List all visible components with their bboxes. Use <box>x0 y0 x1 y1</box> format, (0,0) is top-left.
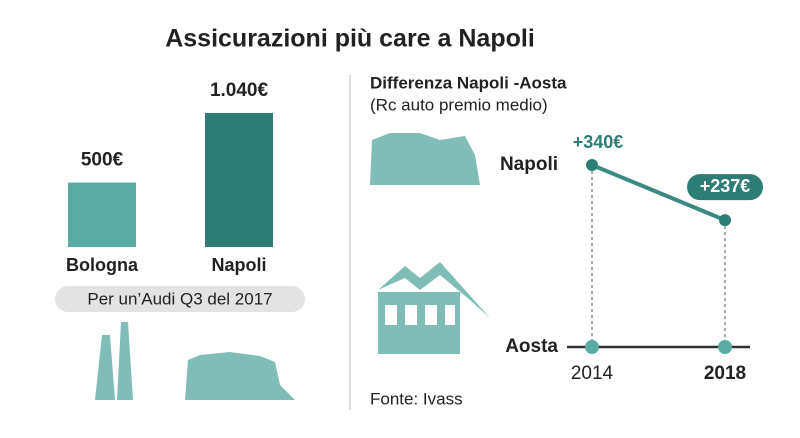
icons <box>95 133 490 400</box>
value-label: +237€ <box>700 176 751 196</box>
line-title: Differenza Napoli -Aosta <box>370 73 567 92</box>
point <box>718 340 732 354</box>
icon-arches <box>385 305 455 325</box>
point <box>585 340 599 354</box>
main-title: Assicurazioni più care a Napoli <box>165 25 535 53</box>
series-label: Napoli <box>500 154 558 175</box>
x-tick-label: 2018 <box>704 363 746 384</box>
annotation-pill <box>55 286 305 312</box>
value-label: 1.040€ <box>210 80 269 101</box>
point <box>586 159 598 171</box>
bar <box>205 113 273 247</box>
line-subtitle: (Rc auto premio medio) <box>370 95 548 114</box>
series-label: Aosta <box>505 336 558 357</box>
point <box>719 214 731 227</box>
category-label: Napoli <box>211 255 266 275</box>
label-pill <box>687 174 763 201</box>
category-label: Bologna <box>66 255 139 275</box>
value-label: +340€ <box>573 132 624 152</box>
x-tick-label: 2014 <box>571 363 614 384</box>
annotation: Per un’Audi Q3 del 2017 <box>87 289 272 308</box>
source: Fonte: Ivass <box>370 389 463 408</box>
series-line <box>591 163 726 222</box>
value-label: 500€ <box>81 150 124 171</box>
bar <box>68 182 136 247</box>
